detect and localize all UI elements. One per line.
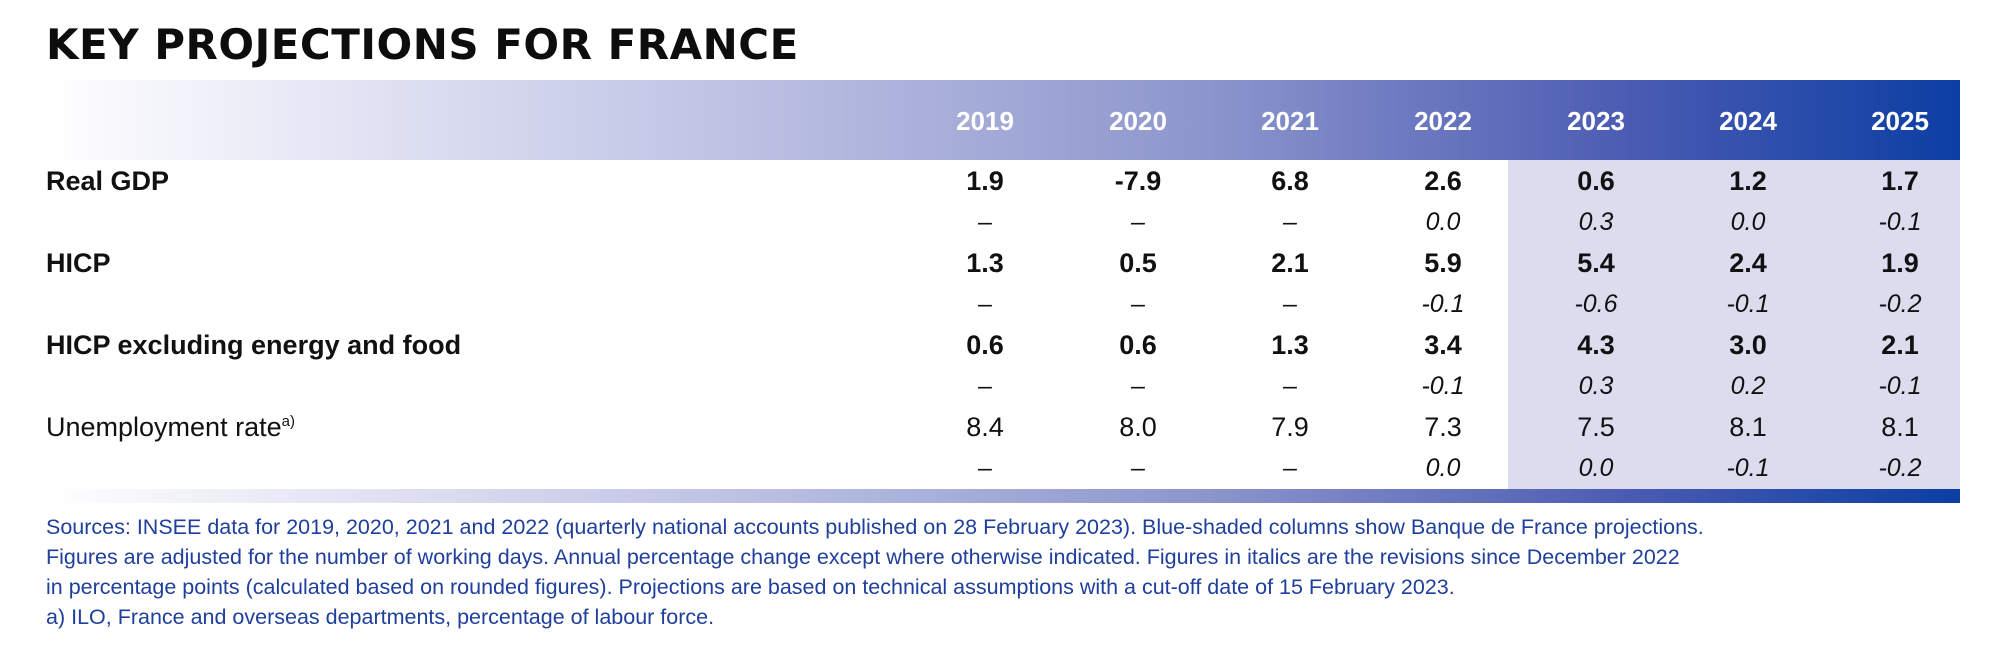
column-header-year: 2024 <box>1719 106 1777 136</box>
revision-cell: -0.1 <box>1421 290 1465 318</box>
value-cell: 4.3 <box>1577 330 1615 360</box>
revision-cell: 0.0 <box>1425 208 1461 236</box>
revision-cell: – <box>1283 454 1297 482</box>
value-cell: -7.9 <box>1114 166 1162 196</box>
value-cell: 0.6 <box>966 330 1004 360</box>
revision-cell: – <box>1131 372 1145 400</box>
value-cell: 5.4 <box>1577 248 1615 278</box>
footnote-line: in percentage points (calculated based o… <box>46 575 1455 599</box>
value-cell: 2.1 <box>1271 248 1309 278</box>
revision-cell: – <box>1283 290 1297 318</box>
value-cell: 8.1 <box>1729 412 1767 442</box>
revision-cell: – <box>1283 208 1297 236</box>
row-label-text: HICP excluding energy and food <box>46 330 462 360</box>
value-cell: 8.4 <box>966 412 1004 442</box>
footnote-line: Sources: INSEE data for 2019, 2020, 2021… <box>46 515 1704 539</box>
value-cell: 5.9 <box>1424 248 1462 278</box>
revision-cell: 0.0 <box>1578 454 1614 482</box>
row-label-text: HICP <box>46 248 111 278</box>
value-cell: 0.6 <box>1119 330 1157 360</box>
projection-columns-shade <box>1508 160 1960 489</box>
footnote-marker: a) <box>281 413 295 430</box>
revision-cell: – <box>1131 290 1145 318</box>
row-label-text: Unemployment rate <box>46 412 282 442</box>
value-cell: 8.0 <box>1119 412 1157 442</box>
page-title: KEY PROJECTIONS FOR FRANCE <box>46 20 799 69</box>
revision-cell: – <box>978 208 992 236</box>
table-header-band <box>46 80 1960 160</box>
value-cell: 6.8 <box>1271 166 1309 196</box>
value-cell: 7.5 <box>1577 412 1615 442</box>
value-cell: 1.9 <box>1881 248 1919 278</box>
revision-cell: – <box>978 372 992 400</box>
revision-cell: -0.1 <box>1421 372 1465 400</box>
revision-cell: 0.0 <box>1730 208 1766 236</box>
value-cell: 2.6 <box>1424 166 1462 196</box>
revision-cell: – <box>1131 454 1145 482</box>
value-cell: 0.5 <box>1119 248 1157 278</box>
row-label-text: Real GDP <box>46 166 170 196</box>
value-cell: 1.9 <box>966 166 1004 196</box>
revision-cell: -0.6 <box>1574 290 1618 318</box>
revision-cell: – <box>1131 208 1145 236</box>
value-cell: 1.3 <box>966 248 1004 278</box>
revision-cell: – <box>1283 372 1297 400</box>
value-cell: 7.3 <box>1424 412 1462 442</box>
value-cell: 1.7 <box>1881 166 1919 196</box>
value-cell: 1.2 <box>1729 166 1767 196</box>
row-label: Unemployment ratea) <box>46 412 295 443</box>
column-header-year: 2022 <box>1414 106 1472 136</box>
value-cell: 1.3 <box>1271 330 1309 360</box>
revision-cell: -0.2 <box>1878 290 1922 318</box>
value-cell: 0.6 <box>1577 166 1615 196</box>
footnotes: Sources: INSEE data for 2019, 2020, 2021… <box>46 512 1966 632</box>
revision-cell: -0.1 <box>1878 208 1922 236</box>
revision-cell: 0.3 <box>1578 208 1614 236</box>
value-cell: 7.9 <box>1271 412 1309 442</box>
value-cell: 8.1 <box>1881 412 1919 442</box>
revision-cell: 0.3 <box>1578 372 1614 400</box>
column-header-year: 2020 <box>1109 106 1167 136</box>
footnote-line: Figures are adjusted for the number of w… <box>46 545 1680 569</box>
column-header-year: 2021 <box>1261 106 1319 136</box>
table-bottom-band <box>46 489 1960 503</box>
column-header-year: 2019 <box>956 106 1014 136</box>
value-cell: 2.4 <box>1729 248 1767 278</box>
row-label: Real GDP <box>46 166 169 197</box>
column-header-year: 2025 <box>1871 106 1929 136</box>
revision-cell: – <box>978 290 992 318</box>
revision-cell: -0.1 <box>1726 290 1770 318</box>
row-label: HICP <box>46 248 111 279</box>
revision-cell: -0.1 <box>1726 454 1770 482</box>
value-cell: 3.4 <box>1424 330 1462 360</box>
value-cell: 2.1 <box>1881 330 1919 360</box>
revision-cell: -0.1 <box>1878 372 1922 400</box>
revision-cell: -0.2 <box>1878 454 1922 482</box>
revision-cell: 0.0 <box>1425 454 1461 482</box>
column-header-year: 2023 <box>1567 106 1625 136</box>
value-cell: 3.0 <box>1729 330 1767 360</box>
footnote-a: a) ILO, France and overseas departments,… <box>46 605 715 629</box>
revision-cell: 0.2 <box>1730 372 1766 400</box>
row-label: HICP excluding energy and food <box>46 330 461 361</box>
revision-cell: – <box>978 454 992 482</box>
